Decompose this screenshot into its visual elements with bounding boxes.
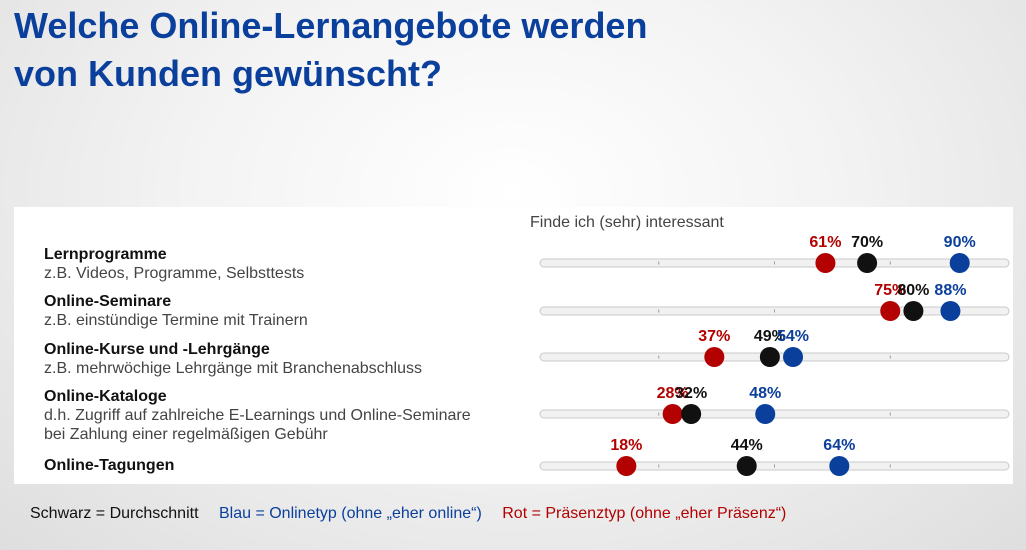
dot-black-row-1 <box>903 301 924 321</box>
dot-black-row-3 <box>681 404 702 424</box>
value-label-blue-row-2: 54% <box>777 328 809 345</box>
dot-red-row-4 <box>616 456 637 476</box>
row-label-online-seminare: Online-Seminare z.B. einstündige Termine… <box>44 292 308 330</box>
row-description: z.B. Videos, Programme, Selbsttests <box>44 265 305 282</box>
value-label-black-row-3: 32% <box>675 385 707 402</box>
dot-plot: 61% 75% 37% 28% 18% 70% 80% 49% 32% 44% 90% 88% 54% 4… <box>539 234 1010 476</box>
dot-black-row-4 <box>736 456 757 476</box>
value-label-blue-row-0: 90% <box>944 234 976 251</box>
row-description: d.h. Zugriff auf zahlreiche E-Learnings … <box>44 407 471 424</box>
row-name: Online-Kurse und -Lehrgänge <box>44 341 270 358</box>
dot-blue-row-4 <box>829 456 850 476</box>
row-name: Online-Kataloge <box>44 388 167 405</box>
column-header: Finde ich (sehr) interessant <box>530 214 724 231</box>
dot-red-row-0 <box>815 253 836 273</box>
value-label-blue-row-3: 48% <box>749 385 781 402</box>
row-label-online-tagungen: Online-Tagungen <box>44 456 174 475</box>
dot-blue-row-3 <box>755 404 776 424</box>
value-label-black-row-4: 44% <box>731 437 763 454</box>
dot-red-row-3 <box>662 404 683 424</box>
dot-black-row-2 <box>759 347 780 367</box>
legend: Schwarz = Durchschnitt Blau = Onlinetyp … <box>30 505 802 523</box>
value-label-red-row-2: 37% <box>698 328 730 345</box>
legend-presence-type: Rot = Präsenztyp (ohne „eher Präsenz“) <box>502 505 787 522</box>
dot-blue-row-0 <box>949 253 970 273</box>
row-description: z.B. einstündige Termine mit Trainern <box>44 312 308 329</box>
title-line-1: Welche Online-Lernangebote werden <box>14 5 648 46</box>
row-label-online-kurse: Online-Kurse und -Lehrgänge z.B. mehrwöc… <box>44 340 422 378</box>
value-label-red-row-1: 75% <box>874 282 906 299</box>
row-description: z.B. mehrwöchige Lehrgänge mit Branchena… <box>44 360 422 377</box>
value-label-black-row-0: 70% <box>851 234 883 251</box>
value-label-black-row-2: 49% <box>754 328 786 345</box>
row-label-online-kataloge: Online-Kataloge d.h. Zugriff auf zahlrei… <box>44 387 471 444</box>
value-label-red-row-4: 18% <box>610 437 642 454</box>
dot-red-row-2 <box>704 347 725 367</box>
row-label-lernprogramme: Lernprogramme z.B. Videos, Programme, Se… <box>44 245 304 283</box>
dot-blue-row-2 <box>783 347 804 367</box>
value-label-red-row-3: 28% <box>657 385 689 402</box>
row-name: Online-Seminare <box>44 293 172 310</box>
row-name: Online-Tagungen <box>44 457 175 474</box>
dot-black-row-0 <box>857 253 878 273</box>
title-line-2: von Kunden gewünscht? <box>14 53 442 94</box>
legend-online-type: Blau = Onlinetyp (ohne „eher online“) <box>218 505 482 522</box>
row-name: Lernprogramme <box>44 246 167 263</box>
dot-blue-row-1 <box>940 301 961 321</box>
value-label-black-row-1: 80% <box>897 282 929 299</box>
chart-panel: Finde ich (sehr) interessant Lernprogram… <box>14 207 1013 484</box>
legend-average: Schwarz = Durchschnitt <box>30 505 199 522</box>
dot-red-row-1 <box>880 301 901 321</box>
value-label-blue-row-4: 64% <box>823 437 855 454</box>
value-label-blue-row-1: 88% <box>934 282 966 299</box>
page-title: Welche Online-Lernangebote werden von Ku… <box>14 2 647 98</box>
value-label-red-row-0: 61% <box>809 234 841 251</box>
row-description: bei Zahlung einer regelmäßigen Gebühr <box>44 426 328 443</box>
